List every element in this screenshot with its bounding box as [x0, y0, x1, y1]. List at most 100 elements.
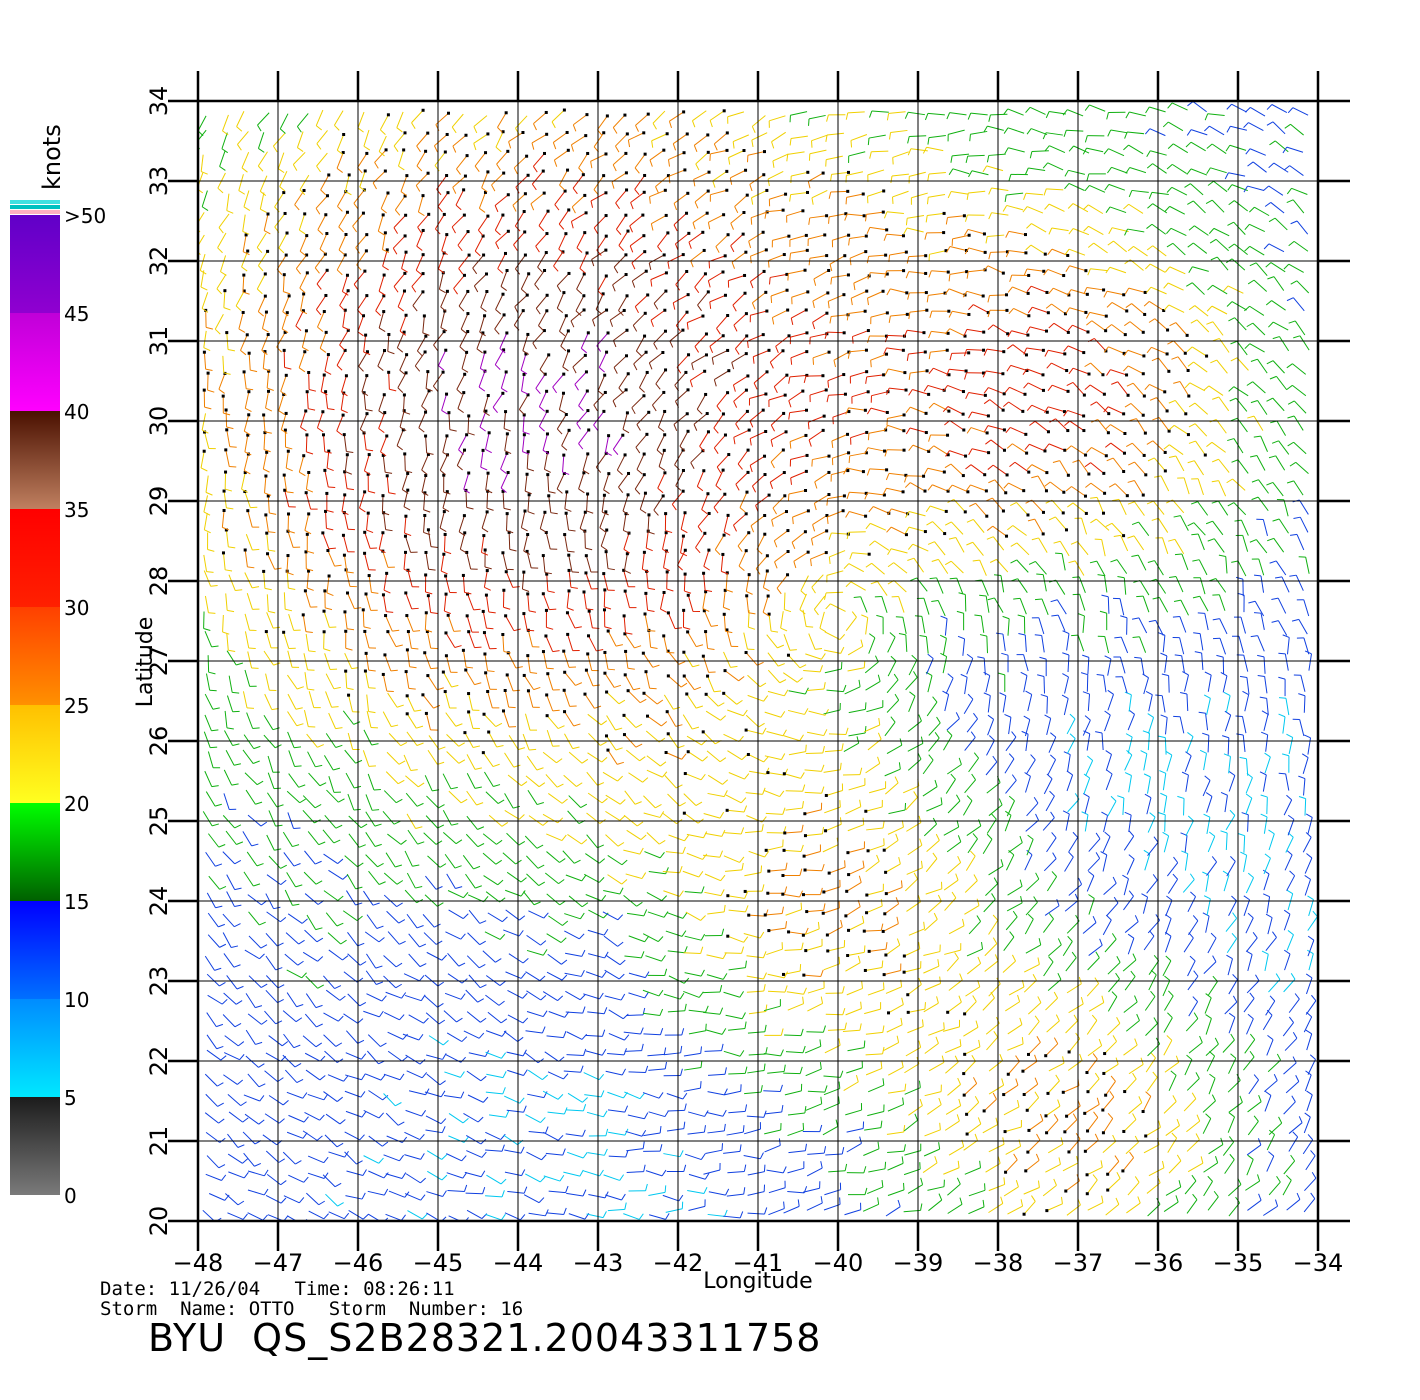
wind-barb [362, 431, 374, 452]
wind-barb [1021, 1054, 1038, 1073]
wind-barb [788, 1143, 807, 1154]
wind-barb [1268, 162, 1289, 173]
wind-barb [201, 190, 209, 212]
wind-barb [983, 125, 1004, 133]
wind-barb [895, 616, 907, 634]
wind-barb [771, 131, 786, 149]
wind-barb [686, 831, 708, 839]
wind-barb [848, 702, 867, 714]
wind-barb [1005, 910, 1018, 931]
wind-barb [378, 531, 386, 554]
wind-barb [1163, 1012, 1173, 1033]
wind-barb [748, 850, 770, 858]
wind-barb [945, 1039, 962, 1054]
wind-barb [298, 454, 306, 477]
wind-barb [521, 372, 529, 395]
wind-barb [696, 392, 708, 415]
wind-barb [567, 810, 586, 824]
wind-barb [983, 893, 996, 913]
wind-barb [545, 774, 564, 788]
wind-barb [708, 1067, 727, 1076]
wind-barb [888, 1060, 904, 1076]
wind-barb [257, 294, 267, 317]
wind-barb [374, 148, 388, 169]
wind-barb [243, 190, 251, 211]
wind-barb [743, 1152, 764, 1160]
wind-barb [847, 639, 864, 656]
wind-barb [947, 1197, 963, 1214]
wind-barb [1094, 538, 1106, 557]
wind-barb [810, 551, 828, 567]
wind-barb [1247, 161, 1267, 173]
wind-barb [704, 928, 725, 937]
wind-barb [562, 349, 571, 372]
wind-barb [964, 773, 976, 794]
wind-barb [884, 716, 896, 737]
wind-barb [361, 608, 371, 629]
wind-barb [404, 591, 419, 610]
wind-barb [319, 232, 329, 254]
wind-barb [1307, 949, 1314, 971]
wind-barb [1042, 811, 1055, 831]
wind-barb [1101, 1090, 1115, 1112]
wind-barb [242, 691, 255, 709]
wind-barb [1046, 1014, 1060, 1033]
wind-barb [624, 790, 642, 805]
wind-barb [1102, 1134, 1117, 1153]
wind-barb [226, 874, 242, 891]
wind-barb [749, 309, 769, 323]
wind-barb [1287, 400, 1307, 414]
wind-barb [1301, 753, 1309, 774]
wind-barb [513, 230, 527, 251]
wind-barb [928, 732, 940, 752]
wind-barb [364, 651, 376, 672]
wind-barb [1227, 502, 1247, 516]
wind-barb [1029, 420, 1050, 434]
wind-barb [744, 651, 764, 666]
wind-barb [1278, 772, 1290, 791]
wind-barb [813, 268, 831, 286]
wind-barb [202, 388, 212, 410]
wind-barb [886, 526, 908, 537]
wind-barb [1250, 399, 1268, 415]
wind-barb [825, 986, 845, 994]
wind-barb [485, 791, 505, 804]
wind-barb [579, 510, 587, 533]
wind-barb [823, 1081, 841, 1096]
wind-barb [903, 1162, 921, 1176]
wind-barb [1085, 1053, 1098, 1075]
wind-barb [723, 513, 731, 536]
wind-barb [1027, 1113, 1044, 1132]
wind-barb [542, 1090, 564, 1100]
wind-barb [507, 990, 528, 999]
wind-barb [1062, 810, 1070, 831]
wind-barb [439, 510, 447, 532]
wind-barb [571, 193, 587, 214]
wind-barb [1107, 991, 1118, 1012]
wind-barb [628, 935, 650, 943]
wind-barb [1099, 610, 1108, 631]
wind-barb [593, 390, 607, 412]
wind-barb [789, 248, 809, 261]
wind-barb [425, 815, 445, 829]
wind-barb [527, 1091, 548, 1099]
wind-barb [1283, 263, 1304, 273]
wind-barb [924, 912, 938, 931]
wind-barb [1181, 771, 1189, 792]
wind-barb [665, 846, 686, 854]
wind-barb [283, 592, 293, 612]
wind-barb [944, 328, 967, 338]
wind-barb [642, 1008, 664, 1017]
wind-barb [613, 354, 629, 374]
wind-barb [585, 894, 607, 902]
lat-tick-label: 22 [145, 1046, 173, 1077]
wind-barb [713, 433, 727, 454]
wind-barb [846, 491, 868, 500]
wind-barb [1266, 1151, 1275, 1172]
wind-barb [567, 568, 578, 589]
wind-barb [366, 1050, 386, 1065]
wind-barb [495, 229, 510, 250]
wind-barb [1043, 188, 1064, 196]
wind-barb [217, 232, 227, 254]
wind-barb [906, 815, 922, 832]
